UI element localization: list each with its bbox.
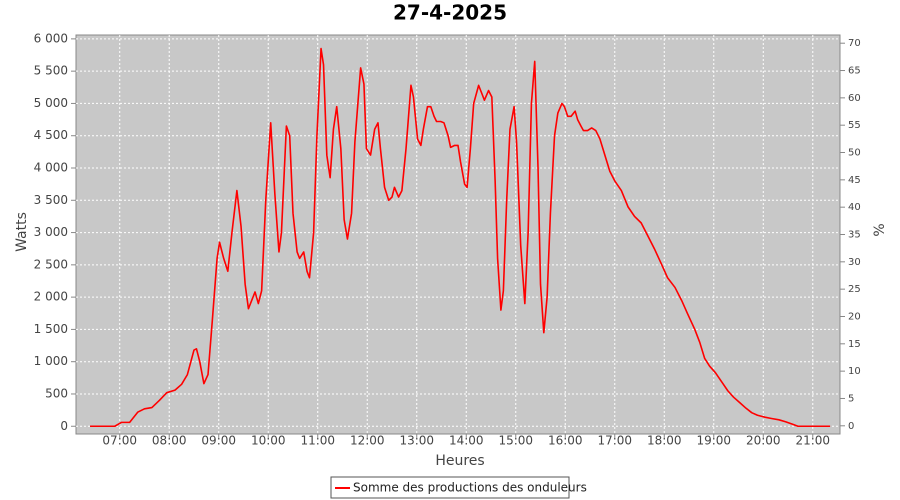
y-axis-title: Watts [14, 212, 30, 252]
x-tick-label: 15:00 [498, 434, 533, 448]
x-tick-label: 10:00 [251, 434, 286, 448]
y2-tick-label: 5 [848, 393, 854, 404]
y2-tick-label: 65 [848, 66, 861, 77]
x-tick-label: 08:00 [152, 434, 187, 448]
x-tick-label: 12:00 [350, 434, 385, 448]
x-tick-label: 11:00 [300, 434, 335, 448]
x-tick-label: 13:00 [399, 434, 434, 448]
x-tick-label: 19:00 [696, 434, 731, 448]
y-tick-label: 0 [60, 419, 68, 433]
legend-label: Somme des productions des onduleurs [353, 481, 587, 495]
y-tick-label: 3 500 [34, 193, 68, 207]
lines [90, 47, 831, 428]
y-tick-label: 1 500 [34, 322, 68, 336]
y2-tick-label: 25 [848, 284, 861, 295]
y-tick-label: 5 000 [34, 96, 68, 110]
y2-tick-label: 50 [848, 148, 861, 159]
y2-tick-label: 40 [848, 202, 861, 213]
x-tick-label: 21:00 [795, 434, 830, 448]
y2-tick-label: 55 [848, 120, 861, 131]
x-tick-label: 18:00 [647, 434, 682, 448]
x-tick-label: 07:00 [102, 434, 137, 448]
y2-tick-label: 60 [848, 93, 861, 104]
x-tick-label: 09:00 [201, 434, 236, 448]
y-tick-label: 4 500 [34, 128, 68, 142]
y-tick-label: 2 500 [34, 257, 68, 271]
y2-tick-label: 15 [848, 339, 861, 350]
y-tick-label: 5 500 [34, 64, 68, 78]
y-tick-label: 4 000 [34, 161, 68, 175]
y-tick-label: 6 000 [34, 31, 68, 45]
y2-axis-title: % [872, 223, 888, 236]
y2-tick-label: 45 [848, 175, 861, 186]
x-tick-label: 14:00 [449, 434, 484, 448]
y-tick-label: 2 000 [34, 290, 68, 304]
y2-tick-label: 30 [848, 257, 861, 268]
y-tick-label: 500 [45, 386, 68, 400]
x-tick-label: 16:00 [548, 434, 583, 448]
y-tick-label: 1 000 [34, 354, 68, 368]
x-tick-label: 20:00 [746, 434, 781, 448]
x-axis-title: Heures [435, 453, 484, 469]
y-tick-label: 3 000 [34, 225, 68, 239]
y2-tick-label: 20 [848, 311, 861, 322]
chart-title: 27-4-2025 [393, 1, 507, 25]
plot-area [75, 34, 841, 435]
series-line [90, 47, 831, 428]
grid [76, 35, 840, 434]
y2-tick-label: 70 [848, 38, 861, 49]
y2-tick-label: 10 [848, 366, 861, 377]
legend [330, 476, 570, 499]
y2-tick-label: 35 [848, 230, 861, 241]
x-tick-label: 17:00 [597, 434, 632, 448]
y2-tick-label: 0 [848, 421, 854, 432]
